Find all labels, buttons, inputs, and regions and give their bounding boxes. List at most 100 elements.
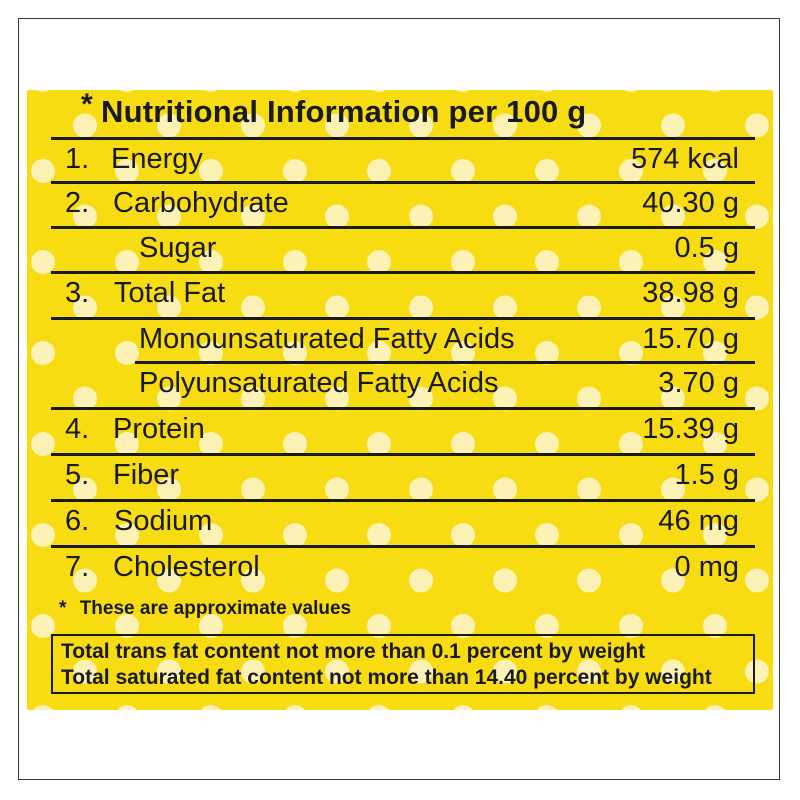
fat-content-notice-box: Total trans fat content not more than 0.… bbox=[51, 634, 755, 694]
row-number: 4. bbox=[65, 413, 90, 445]
nutrient-value: 46 mg bbox=[658, 505, 739, 537]
background-dot bbox=[535, 159, 559, 183]
background-dot bbox=[619, 341, 643, 365]
background-dot bbox=[157, 386, 181, 411]
background-dot bbox=[367, 341, 391, 365]
background-dot bbox=[661, 295, 685, 320]
background-dot bbox=[199, 614, 223, 638]
background-dot bbox=[745, 204, 769, 229]
background-dot bbox=[451, 614, 475, 638]
background-dot bbox=[325, 295, 349, 320]
nutrient-row-protein: 4. Protein 15.39 g bbox=[27, 411, 773, 455]
background-dot bbox=[31, 159, 55, 183]
background-dot bbox=[241, 295, 265, 320]
background-dot bbox=[241, 568, 265, 593]
background-dot bbox=[453, 705, 473, 710]
background-dot bbox=[283, 159, 307, 183]
background-dot bbox=[36, 90, 50, 92]
nutrient-label: Polyunsaturated Fatty Acids bbox=[139, 367, 499, 399]
background-dot bbox=[325, 659, 349, 684]
background-dot bbox=[577, 477, 601, 502]
background-dot bbox=[115, 523, 139, 547]
table-title: * Nutritional Information per 100 g bbox=[81, 90, 586, 130]
background-dot bbox=[325, 386, 349, 411]
background-dot bbox=[117, 705, 137, 710]
background-dot bbox=[535, 432, 559, 456]
background-dot bbox=[535, 341, 559, 365]
background-dot bbox=[115, 432, 139, 456]
background-dot bbox=[745, 477, 769, 502]
row-number: 6. bbox=[65, 505, 90, 537]
background-dot bbox=[115, 159, 139, 183]
background-dot bbox=[372, 90, 386, 92]
divider-line bbox=[51, 181, 755, 184]
nutrient-value: 15.70 g bbox=[642, 323, 739, 355]
background-dot bbox=[157, 113, 181, 138]
nutrient-value: 3.70 g bbox=[658, 367, 739, 399]
background-dot bbox=[537, 705, 557, 710]
background-dot bbox=[535, 523, 559, 547]
image-frame bbox=[18, 18, 780, 780]
background-dot bbox=[577, 659, 601, 684]
background-dot bbox=[115, 250, 139, 274]
nutrient-value: 38.98 g bbox=[642, 277, 739, 309]
background-dot bbox=[409, 477, 433, 502]
background-dot bbox=[31, 250, 55, 274]
background-dot bbox=[283, 250, 307, 274]
background-dot bbox=[241, 659, 265, 684]
background-dot bbox=[703, 159, 727, 183]
background-dot bbox=[73, 386, 97, 411]
background-dot bbox=[115, 341, 139, 365]
row-number: 7. bbox=[65, 551, 90, 583]
nutrient-label: Monounsaturated Fatty Acids bbox=[139, 323, 515, 355]
nutrient-label: Energy bbox=[111, 143, 203, 175]
nutrient-row-fiber: 5. Fiber 1.5 g bbox=[27, 457, 773, 501]
saturated-fat-notice: Total saturated fat content not more tha… bbox=[61, 666, 712, 689]
nutrient-row-total-fat: 3. Total Fat 38.98 g bbox=[27, 275, 773, 319]
footnote: * These are approximate values bbox=[59, 598, 351, 620]
background-dot bbox=[157, 659, 181, 684]
background-dot bbox=[157, 568, 181, 593]
nutrient-label: Total Fat bbox=[114, 277, 226, 309]
background-dot bbox=[745, 568, 769, 593]
nutrition-table: * Nutritional Information per 100 g 1. E… bbox=[27, 90, 773, 710]
background-dot bbox=[241, 386, 265, 411]
background-dot bbox=[577, 568, 601, 593]
background-dot bbox=[624, 90, 638, 92]
background-dot bbox=[409, 113, 433, 138]
nutrient-value: 40.30 g bbox=[642, 187, 739, 219]
background-dot bbox=[535, 250, 559, 274]
background-dot bbox=[157, 477, 181, 502]
background-dot bbox=[115, 614, 139, 638]
nutrient-row-monounsaturated: Monounsaturated Fatty Acids 15.70 g bbox=[27, 321, 773, 365]
background-dot bbox=[708, 90, 722, 92]
background-dot bbox=[367, 523, 391, 547]
background-dot bbox=[619, 432, 643, 456]
background-dot bbox=[409, 204, 433, 229]
background-dot bbox=[577, 204, 601, 229]
row-number: 1. bbox=[65, 143, 90, 175]
nutrition-panel: * Nutritional Information per 100 g 1. E… bbox=[27, 90, 773, 710]
background-dot bbox=[283, 614, 307, 638]
background-dot bbox=[577, 295, 601, 320]
background-dot bbox=[493, 386, 517, 411]
footnote-asterisk: * bbox=[59, 598, 67, 619]
divider-line bbox=[51, 226, 755, 229]
background-dot bbox=[703, 341, 727, 365]
background-dot bbox=[409, 659, 433, 684]
nutrient-label: Cholesterol bbox=[113, 551, 260, 583]
background-dot bbox=[325, 568, 349, 593]
background-dot bbox=[619, 159, 643, 183]
background-dot bbox=[745, 386, 769, 411]
trans-fat-notice: Total trans fat content not more than 0.… bbox=[61, 640, 646, 663]
background-dot bbox=[451, 250, 475, 274]
background-dot bbox=[367, 432, 391, 456]
background-dot bbox=[367, 614, 391, 638]
polka-dot-background bbox=[31, 90, 769, 710]
background-dot bbox=[621, 705, 641, 710]
background-dot bbox=[703, 432, 727, 456]
background-dot bbox=[577, 386, 601, 411]
background-dot bbox=[199, 432, 223, 456]
background-dot bbox=[409, 295, 433, 320]
divider-line bbox=[135, 361, 755, 364]
